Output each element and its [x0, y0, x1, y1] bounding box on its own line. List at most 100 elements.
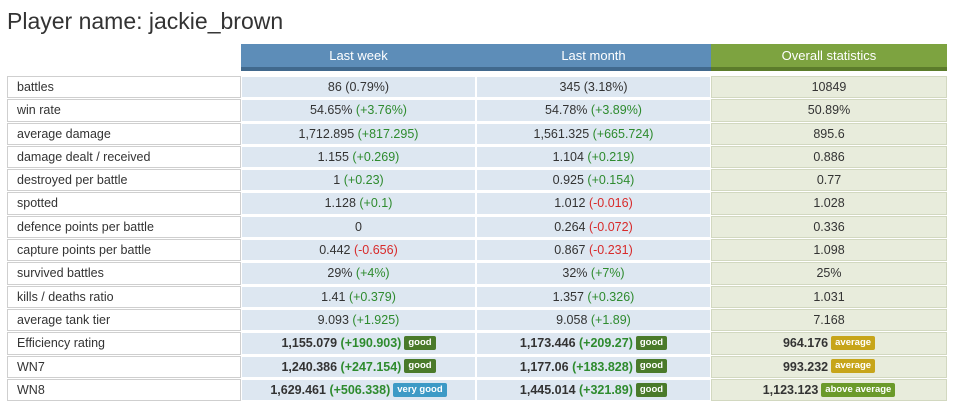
- table-row: capture points per battle 0.442 (-0.656) 0…: [7, 239, 947, 262]
- value: 86 (0.79%): [327, 80, 390, 94]
- stats-table: Last week Last month Overall statistics …: [7, 44, 947, 402]
- rating-badge: above average: [821, 382, 896, 397]
- value: 345 (3.18%): [559, 80, 628, 94]
- cell-overall: 895.6: [711, 122, 947, 145]
- value: 54.65%: [310, 103, 353, 118]
- delta: (+209.27): [579, 336, 633, 351]
- value: 0.886: [813, 149, 845, 164]
- delta: (-0.072): [588, 219, 633, 234]
- cell-last-week: 9.093 (+1.925): [241, 308, 476, 332]
- rating-badge: average: [831, 359, 876, 374]
- delta: (+3.89%): [590, 103, 642, 118]
- value: 0.77: [816, 173, 842, 188]
- table-row: survived battles 29% (+4%) 32% (+7%) 25%: [7, 262, 947, 285]
- value: 0.442: [319, 243, 351, 258]
- player-name: jackie_brown: [148, 8, 284, 34]
- cell-last-month: 0.264 (-0.072): [476, 215, 711, 239]
- cell-last-week: 1.41 (+0.379): [241, 285, 476, 308]
- value: 993.232: [782, 359, 829, 374]
- cell-last-week: 0.442 (-0.656): [241, 239, 476, 262]
- value: 0.925: [552, 173, 584, 188]
- cell-last-week: 1,240.386 (+247.154) good: [241, 355, 476, 378]
- value: 10849: [811, 80, 847, 94]
- value: 1.098: [813, 243, 845, 258]
- value: 1,712.895: [298, 126, 355, 141]
- value: 0.867: [554, 243, 586, 258]
- row-label: WN7: [7, 355, 241, 378]
- cell-last-month: 32% (+7%): [476, 262, 711, 285]
- rating-badge: good: [635, 382, 668, 397]
- delta: (+0.379): [348, 289, 396, 304]
- delta: (-0.656): [353, 243, 398, 258]
- row-label: capture points per battle: [7, 239, 241, 262]
- table-row: WN7 1,240.386 (+247.154) good 1,177.06 (+18…: [7, 355, 947, 378]
- table-header: Last week Last month Overall statistics: [7, 44, 947, 71]
- delta: (+4%): [355, 266, 390, 281]
- rating-badge: good: [635, 335, 668, 350]
- delta: (+0.326): [587, 289, 635, 304]
- delta: (+3.76%): [355, 103, 407, 118]
- row-label: average tank tier: [7, 308, 241, 332]
- value: 0: [355, 219, 362, 234]
- cell-last-week: 54.65% (+3.76%): [241, 99, 476, 122]
- delta: (+0.219): [587, 149, 635, 164]
- page-title: Player name: jackie_brown: [7, 8, 283, 35]
- delta: (+0.23): [343, 173, 384, 188]
- cell-overall: 993.232 average: [711, 355, 947, 378]
- row-label: defence points per battle: [7, 215, 241, 239]
- cell-last-week: 1,712.895 (+817.295): [241, 122, 476, 145]
- value: 7.168: [813, 312, 845, 327]
- cell-last-week: 0: [241, 215, 476, 239]
- cell-overall: 1.031: [711, 285, 947, 308]
- table-row: defence points per battle 0 0.264 (-0.072)…: [7, 215, 947, 239]
- cell-overall: 25%: [711, 262, 947, 285]
- value: 1,177.06: [519, 359, 569, 374]
- cell-last-week: 1 (+0.23): [241, 169, 476, 192]
- value: 895.6: [813, 126, 845, 141]
- cell-last-week: 1,629.461 (+506.338) very good: [241, 378, 476, 402]
- cell-last-week: 1,155.079 (+190.903) good: [241, 332, 476, 355]
- value: 54.78%: [545, 103, 588, 118]
- rating-badge: good: [404, 359, 436, 374]
- table-row: kills / deaths ratio 1.41 (+0.379) 1.357 (…: [7, 285, 947, 308]
- delta: (+1.925): [352, 312, 400, 327]
- value: 32%: [562, 266, 588, 281]
- cell-last-month: 54.78% (+3.89%): [476, 99, 711, 122]
- value: 50.89%: [807, 103, 851, 118]
- value: 29%: [327, 266, 353, 281]
- table-row: destroyed per battle 1 (+0.23) 0.925 (+0.1…: [7, 169, 947, 192]
- delta: (-0.016): [588, 196, 633, 211]
- column-header-overall: Overall statistics: [711, 44, 947, 71]
- delta: (+0.154): [587, 173, 635, 188]
- cell-last-month: 1,445.014 (+321.89) good: [476, 378, 711, 402]
- cell-last-month: 1,173.446 (+209.27) good: [476, 332, 711, 355]
- table-body: battles 86 (0.79%) 345 (3.18%) 10849 win rat…: [7, 76, 947, 402]
- rating-badge: very good: [393, 382, 447, 397]
- cell-last-month: 345 (3.18%): [476, 76, 711, 99]
- cell-last-week: 1.155 (+0.269): [241, 145, 476, 169]
- cell-last-week: 1.128 (+0.1): [241, 192, 476, 215]
- table-row: average tank tier 9.093 (+1.925) 9.058 (+1…: [7, 308, 947, 332]
- title-prefix: Player name:: [7, 8, 149, 34]
- cell-last-month: 9.058 (+1.89): [476, 308, 711, 332]
- row-label: kills / deaths ratio: [7, 285, 241, 308]
- cell-overall: 1,123.123 above average: [711, 378, 947, 402]
- value: 1.031: [813, 289, 845, 304]
- delta: (-0.231): [588, 243, 633, 258]
- value: 1.012: [554, 196, 586, 211]
- rating-badge: average: [831, 335, 876, 350]
- cell-last-month: 0.925 (+0.154): [476, 169, 711, 192]
- row-label: destroyed per battle: [7, 169, 241, 192]
- cell-last-month: 1.104 (+0.219): [476, 145, 711, 169]
- value: 1.41: [321, 289, 346, 304]
- table-row: Efficiency rating 1,155.079 (+190.903) goo…: [7, 332, 947, 355]
- rating-badge: good: [404, 335, 436, 350]
- delta: (+247.154): [340, 359, 402, 374]
- cell-last-month: 1,177.06 (+183.828) good: [476, 355, 711, 378]
- cell-overall: 1.028: [711, 192, 947, 215]
- row-label: battles: [7, 76, 241, 99]
- delta: (+321.89): [579, 382, 633, 397]
- delta: (+0.1): [359, 196, 393, 211]
- header-spacer: [7, 44, 241, 71]
- value: 1.104: [552, 149, 584, 164]
